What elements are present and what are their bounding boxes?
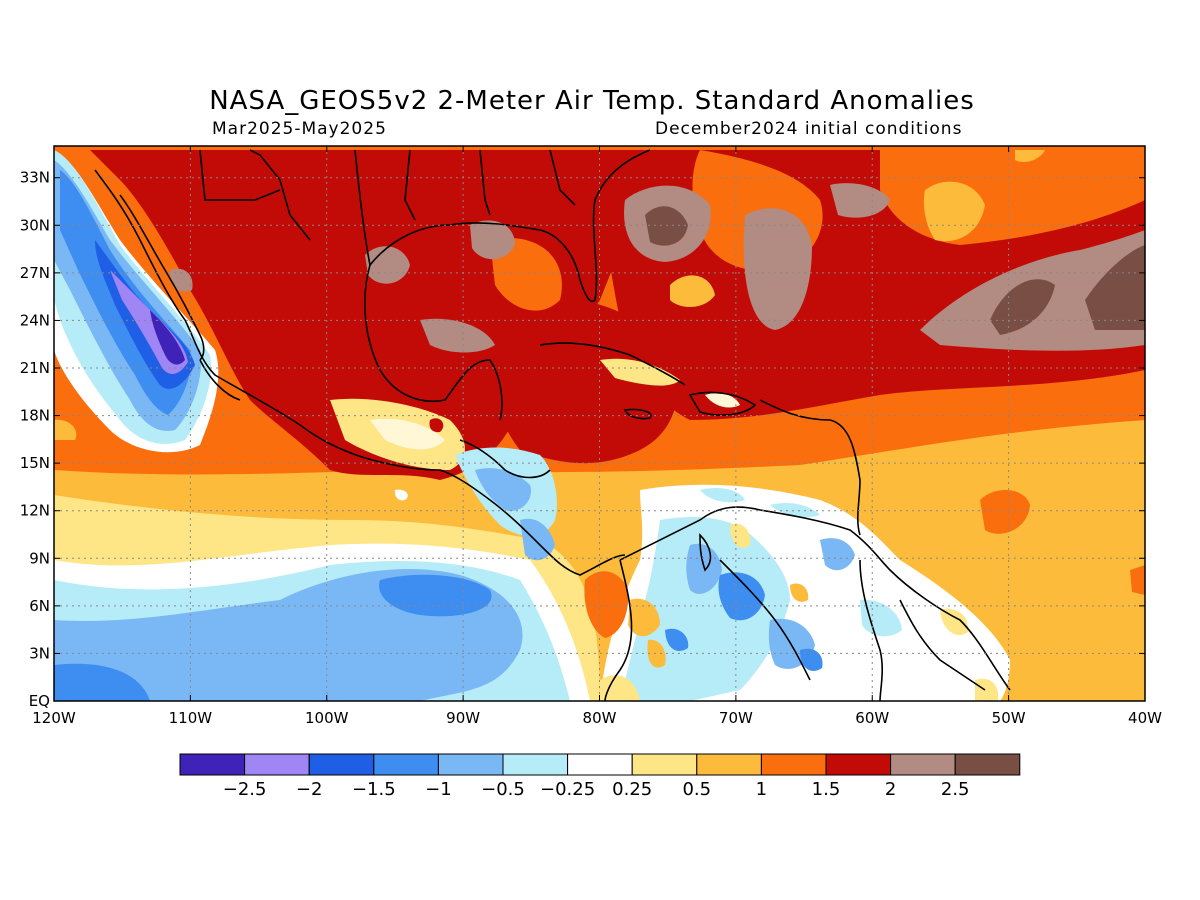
lat-tick-label: EQ — [29, 692, 50, 710]
legend-swatch — [567, 753, 633, 776]
lon-tick-label: 90W — [446, 709, 480, 727]
legend-label: 0.5 — [682, 779, 711, 800]
lon-tick-label: 40W — [1128, 709, 1162, 727]
legend-label: 2.5 — [941, 779, 970, 800]
map-title: NASA_GEOS5v2 2-Meter Air Temp. Standard … — [209, 86, 975, 116]
initial-conditions: December2024 initial conditions — [655, 119, 963, 139]
lat-tick-label: 18N — [20, 407, 50, 425]
lat-tick-label: 21N — [20, 359, 50, 377]
legend-swatch — [631, 753, 698, 776]
lon-tick-label: 110W — [169, 709, 213, 727]
lat-tick-label: 33N — [20, 169, 50, 187]
legend-label: −0.25 — [540, 779, 595, 800]
legend-label: 2 — [885, 779, 896, 800]
legend-swatch — [373, 753, 439, 776]
lon-tick-label: 80W — [583, 709, 617, 727]
legend-swatch — [308, 753, 375, 776]
legend-swatch — [760, 753, 827, 776]
legend-label: 1.5 — [812, 779, 841, 800]
legend-label: −0.5 — [481, 779, 525, 800]
lat-tick-label: 12N — [20, 502, 50, 520]
forecast-period: Mar2025-May2025 — [212, 119, 387, 139]
lon-tick-label: 50W — [992, 709, 1026, 727]
legend-swatch — [825, 753, 892, 776]
legend-swatch — [890, 753, 956, 776]
legend-label: −2.5 — [223, 779, 267, 800]
graticule — [54, 146, 1145, 701]
lat-tick-label: 27N — [20, 264, 50, 282]
legend-swatch — [437, 753, 504, 776]
lat-tick-label: 9N — [29, 549, 50, 567]
lat-tick-label: 24N — [20, 311, 50, 329]
lat-tick-label: 6N — [29, 597, 50, 615]
legend-label: −1.5 — [352, 779, 396, 800]
legend-swatch — [179, 753, 246, 776]
lat-tick-label: 30N — [20, 216, 50, 234]
legend-label: −1 — [425, 779, 452, 800]
legend-swatch — [954, 753, 1021, 776]
lon-tick-label: 100W — [305, 709, 349, 727]
colorbar-legend: −2.5 −2 −1.5 −1 −0.5 −0.25 0.25 0.5 1 1.5 2 2.5 — [179, 753, 1021, 800]
lon-tick-label: 70W — [719, 709, 753, 727]
lon-tick-label: 60W — [855, 709, 889, 727]
legend-label: 0.25 — [612, 779, 652, 800]
lon-tick-label: 120W — [32, 709, 76, 727]
lat-tick-label: 15N — [20, 454, 50, 472]
legend-swatch — [244, 753, 310, 776]
lat-tick-label: 3N — [29, 644, 50, 662]
legend-swatch — [502, 753, 569, 776]
legend-label: 1 — [756, 779, 767, 800]
coastlines — [94, 149, 1011, 701]
legend-label: −2 — [296, 779, 323, 800]
legend-swatch — [696, 753, 762, 776]
